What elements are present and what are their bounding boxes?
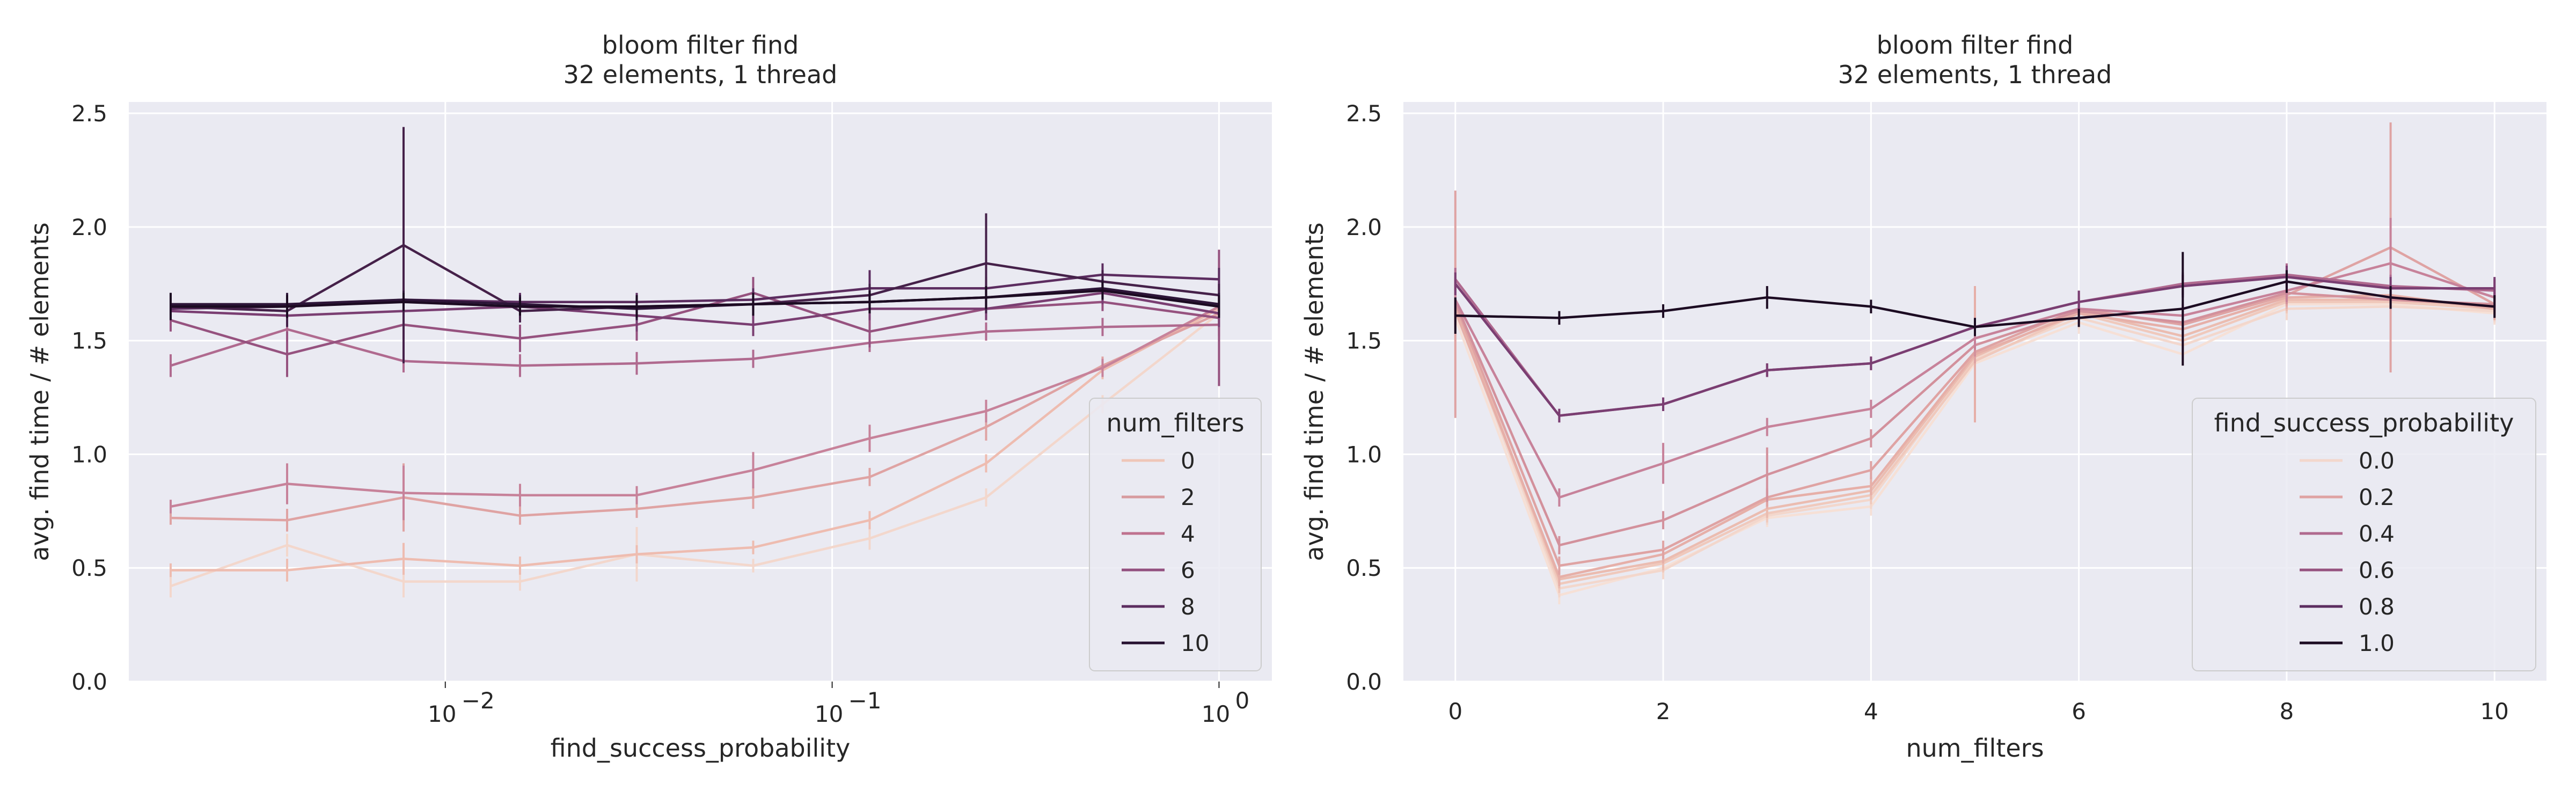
series-line-left-10 (171, 289, 1219, 308)
series-line-left-5 (170, 291, 1219, 356)
series-left (169, 127, 1220, 598)
legend-label-right-2: 0.4 (2359, 521, 2395, 547)
x-tick-label-right-2: 4 (1864, 698, 1878, 724)
legend-title-right: find_success_probability (2214, 408, 2514, 437)
chart-right: 0.0 0.5 1.0 1.5 2.0 2.5 0 2 4 6 8 10 bloom filter f… (1300, 31, 2546, 763)
series-line-left-4 (170, 323, 1219, 367)
y-tick-label-right-3: 1.5 (1346, 328, 1382, 354)
plot-area-left (129, 102, 1272, 682)
y-tick-label-right-2: 1.0 (1346, 441, 1382, 467)
legend-label-right-3: 0.6 (2359, 557, 2395, 583)
x-tick-exponent-left-0: −2 (462, 687, 495, 714)
y-tick-label-left-4: 2.0 (71, 214, 107, 240)
x-tick-label-left-1: 10 (815, 701, 843, 727)
series-left-10 (169, 281, 1220, 320)
legend-label-right-0: 0.0 (2359, 448, 2395, 474)
x-tick-label-right-5: 10 (2480, 698, 2508, 724)
x-tick-label-right-4: 8 (2280, 698, 2294, 724)
legend-label-left-2: 4 (1181, 521, 1195, 547)
series-right-10 (1454, 252, 2496, 366)
legend-box-left (1089, 398, 1262, 671)
y-tick-label-right-0: 0.0 (1346, 669, 1382, 695)
legend-box-right (2192, 398, 2536, 671)
legend-label-right-5: 1.0 (2359, 630, 2395, 656)
x-tick-label-right-1: 2 (1656, 698, 1671, 724)
legend-label-left-1: 2 (1181, 484, 1195, 510)
legend-title-left: num_filters (1106, 408, 1244, 437)
legend-label-left-0: 0 (1181, 448, 1195, 474)
chart-title-line-1-left: bloom filter find (602, 31, 799, 60)
series-line-left-3 (170, 305, 1220, 508)
x-tick-label-right-3: 6 (2072, 698, 2086, 724)
x-tick-exponent-left-2: 0 (1235, 687, 1249, 714)
series-line-left-2 (170, 312, 1220, 522)
y-axis-label-right: avg. find time / # elements (1300, 222, 1329, 561)
x-axis-label-left: find_success_probability (551, 734, 851, 763)
legend-label-left-3: 6 (1181, 557, 1195, 583)
y-tick-label-left-0: 0.0 (71, 669, 107, 695)
chart-title-line-2-right: 32 elements, 1 thread (1838, 60, 2112, 89)
y-tick-label-left-3: 1.5 (71, 328, 107, 354)
legend-label-right-1: 0.2 (2359, 484, 2395, 510)
y-tick-label-left-5: 2.5 (71, 100, 107, 127)
y-axis-label-left: avg. find time / # elements (25, 222, 54, 561)
x-tick-label-left-0: 10 (428, 701, 456, 727)
y-tick-label-left-2: 1.0 (71, 441, 107, 467)
y-tick-label-right-5: 2.5 (1346, 100, 1382, 127)
legend-left: num_filters 0 2 4 6 8 10 (1089, 398, 1262, 671)
chart-title-line-1-right: bloom filter find (1877, 31, 2074, 60)
legend-right: find_success_probability 0.0 0.2 0.4 0.6 0.8 1… (2192, 398, 2536, 671)
x-tick-label-right-0: 0 (1448, 698, 1462, 724)
x-tick-label-left-2: 10 (1202, 701, 1230, 727)
y-tick-label-right-1: 0.5 (1346, 555, 1382, 581)
x-axis-label-right: num_filters (1906, 734, 2044, 763)
grid-left (129, 102, 1272, 683)
legend-label-left-5: 10 (1181, 630, 1209, 656)
series-right (1454, 122, 2496, 604)
series-line-left-6 (170, 291, 1219, 326)
series-line-left-1 (171, 308, 1220, 572)
y-tick-label-left-1: 0.5 (71, 555, 107, 581)
chart-title-line-2-left: 32 elements, 1 thread (564, 60, 838, 89)
legend-label-right-4: 0.8 (2359, 594, 2395, 620)
legend-label-left-4: 8 (1181, 594, 1195, 620)
y-tick-label-right-4: 2.0 (1346, 214, 1382, 240)
ticks-right: 0.0 0.5 1.0 1.5 2.0 2.5 0 2 4 6 8 10 (1346, 100, 2509, 724)
x-tick-exponent-left-1: −1 (848, 687, 882, 714)
